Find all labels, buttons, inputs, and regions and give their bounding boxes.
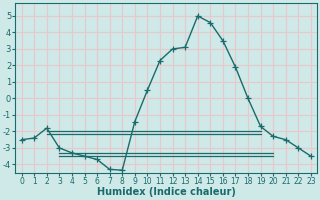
X-axis label: Humidex (Indice chaleur): Humidex (Indice chaleur)	[97, 187, 236, 197]
